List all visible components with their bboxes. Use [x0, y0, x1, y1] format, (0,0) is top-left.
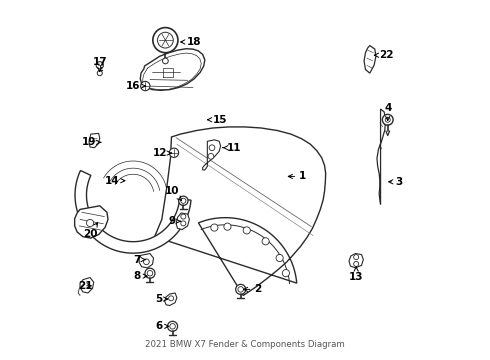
Circle shape	[169, 296, 173, 301]
Text: 8: 8	[133, 271, 147, 281]
Circle shape	[179, 196, 188, 206]
Text: 14: 14	[105, 176, 125, 186]
Circle shape	[144, 259, 149, 265]
Circle shape	[276, 255, 283, 262]
Polygon shape	[165, 293, 177, 306]
Circle shape	[282, 270, 290, 277]
Circle shape	[157, 32, 173, 48]
Text: 16: 16	[126, 81, 146, 91]
Polygon shape	[139, 253, 153, 268]
Text: 3: 3	[389, 177, 403, 187]
Text: 4: 4	[384, 103, 392, 121]
Polygon shape	[75, 171, 191, 253]
Circle shape	[262, 238, 269, 245]
Circle shape	[141, 81, 150, 91]
Text: 12: 12	[152, 148, 171, 158]
Text: 10: 10	[165, 186, 181, 201]
Circle shape	[97, 71, 102, 76]
Circle shape	[382, 114, 393, 125]
Text: 6: 6	[155, 321, 169, 331]
Text: 13: 13	[349, 267, 364, 282]
Circle shape	[354, 261, 359, 266]
Circle shape	[170, 148, 179, 157]
Text: 22: 22	[374, 50, 394, 60]
Circle shape	[147, 270, 153, 276]
Text: 15: 15	[208, 115, 227, 125]
Text: 18: 18	[181, 37, 201, 47]
Text: 19: 19	[82, 138, 100, 147]
Text: 7: 7	[134, 255, 146, 265]
Circle shape	[163, 58, 168, 64]
Circle shape	[87, 220, 94, 226]
Polygon shape	[74, 206, 108, 238]
Text: 5: 5	[155, 294, 168, 304]
Circle shape	[243, 227, 250, 234]
Polygon shape	[349, 253, 364, 268]
Circle shape	[224, 223, 231, 230]
Polygon shape	[377, 109, 386, 204]
Circle shape	[238, 287, 244, 292]
Text: 21: 21	[78, 281, 93, 291]
Polygon shape	[80, 278, 94, 293]
Polygon shape	[140, 49, 205, 90]
Circle shape	[168, 321, 177, 331]
Text: 9: 9	[169, 216, 180, 226]
Circle shape	[181, 221, 186, 226]
Polygon shape	[364, 45, 376, 73]
Polygon shape	[89, 134, 100, 148]
Text: 17: 17	[93, 57, 107, 72]
Circle shape	[236, 284, 245, 294]
Circle shape	[211, 224, 218, 231]
Circle shape	[153, 28, 178, 53]
Text: 20: 20	[83, 222, 98, 239]
Polygon shape	[176, 213, 190, 229]
Text: 2: 2	[244, 284, 261, 294]
Circle shape	[209, 145, 215, 150]
Circle shape	[145, 268, 155, 278]
Text: 11: 11	[223, 143, 242, 153]
Text: 2021 BMW X7 Fender & Components Diagram: 2021 BMW X7 Fender & Components Diagram	[145, 340, 345, 349]
Circle shape	[96, 62, 103, 69]
Text: 1: 1	[288, 171, 306, 181]
Polygon shape	[203, 140, 220, 170]
Circle shape	[181, 198, 186, 203]
Circle shape	[170, 324, 175, 329]
Polygon shape	[155, 127, 326, 296]
Circle shape	[385, 117, 390, 122]
Circle shape	[181, 214, 186, 219]
Circle shape	[208, 153, 214, 159]
Circle shape	[354, 255, 359, 260]
